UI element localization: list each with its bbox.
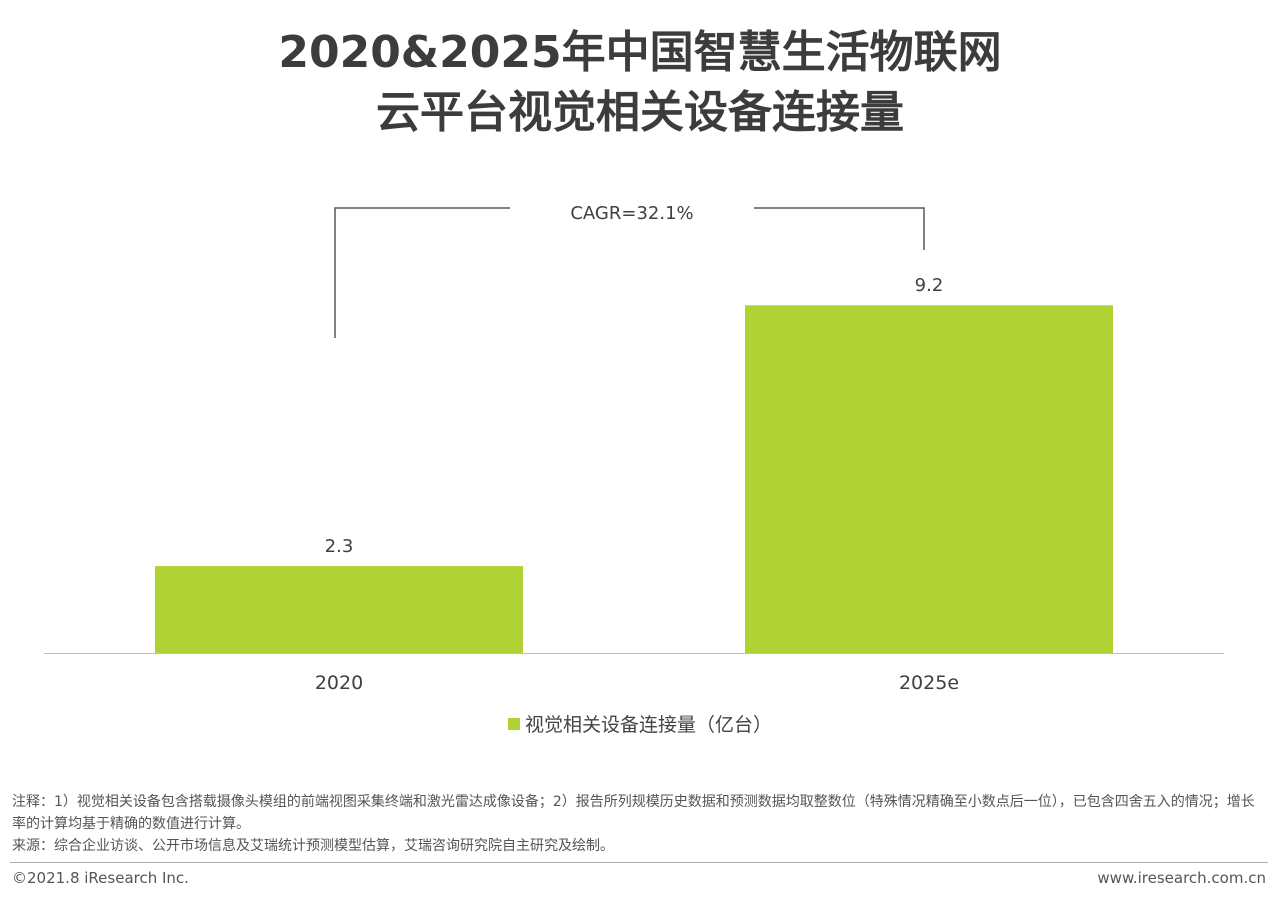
footnote-text: 注释：1）视觉相关设备包含搭载摄像头模组的前端视图采集终端和激光雷达成像设备；2… — [12, 794, 1255, 832]
data-label-2025e: 9.2 — [915, 275, 944, 296]
bar-2025e — [745, 305, 1113, 653]
data-label-2020: 2.3 — [325, 536, 354, 557]
labels-group: 2.3 2020 9.2 2025e — [315, 275, 959, 694]
cagr-annotation-group: CAGR=32.1% — [334, 203, 925, 338]
x-tick-label-2020: 2020 — [315, 672, 363, 694]
source-text: 来源：综合企业访谈、公开市场信息及艾瑞统计预测模型估算，艾瑞咨询研究院自主研究及… — [12, 838, 614, 854]
bar-2020 — [155, 566, 523, 653]
chart-legend: 视觉相关设备连接量（亿台） — [0, 712, 1280, 738]
cagr-bracket-right — [754, 207, 925, 250]
cagr-label: CAGR=32.1% — [570, 203, 693, 224]
chart-title-line2: 云平台视觉相关设备连接量 — [376, 87, 904, 138]
cagr-bracket-left — [334, 207, 510, 338]
bar-chart: 2.3 2020 9.2 2025e CAGR=32.1% — [44, 203, 1224, 694]
x-tick-label-2025e: 2025e — [899, 672, 959, 694]
legend-swatch — [507, 718, 520, 730]
footer-divider — [10, 862, 1268, 863]
legend-label: 视觉相关设备连接量（亿台） — [524, 714, 772, 736]
copyright-text: ©2021.8 iResearch Inc. — [12, 869, 189, 887]
website-link[interactable]: www.iresearch.com.cn — [1097, 869, 1266, 887]
bars-group — [44, 305, 1224, 654]
chart-title-line1: 2020&2025年中国智慧生活物联网 — [278, 27, 1002, 78]
